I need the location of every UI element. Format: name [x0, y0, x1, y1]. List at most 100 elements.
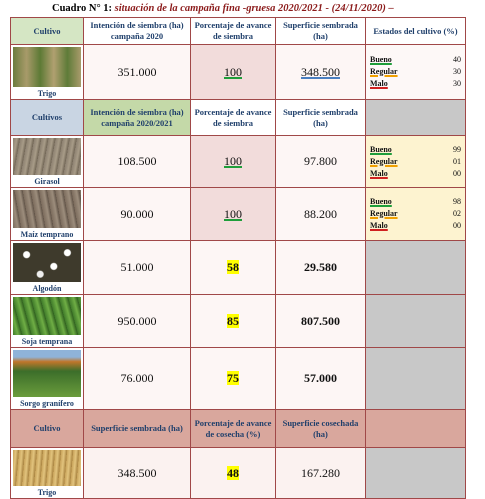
photo-image: [13, 47, 81, 87]
value-cell: 950.000: [83, 294, 191, 348]
value: 100: [224, 154, 242, 168]
state-row: Malo 00: [367, 220, 465, 232]
header-text: Superficie sembrada (ha): [283, 106, 358, 128]
value: 100: [224, 206, 242, 221]
crop-row: Girasol 108.500 100 97.800 Bueno 99 Regular 01 M…: [10, 135, 466, 188]
crop-photo: Trigo: [12, 449, 83, 498]
crop-cell: Sorgo granífero: [10, 347, 84, 410]
state-value: 30: [453, 67, 461, 76]
states-cell: [365, 447, 466, 499]
value-cell: 351.000: [83, 44, 191, 100]
crop-photo: Soja temprana: [12, 296, 83, 347]
header-cell: Porcentaje de avance de siembra: [190, 17, 276, 45]
crop-name: Trigo: [37, 89, 57, 98]
state-value: 40: [453, 55, 461, 64]
crop-row: Sorgo granífero 76.000 75 57.000: [10, 347, 466, 410]
crop-photo: Algodón: [12, 242, 83, 294]
crop-name: Algodón: [32, 284, 62, 293]
header-text: Superficie sembrada (ha): [91, 423, 183, 433]
value-cell: 90.000: [83, 187, 191, 241]
header-text: Cultivo: [33, 25, 61, 36]
value-cell: 348.500: [275, 44, 366, 100]
state-row: Bueno 98: [367, 196, 465, 208]
header-cell: [365, 99, 466, 136]
value: 57.000: [304, 371, 337, 385]
value-cell: 100: [190, 44, 276, 100]
value: 58: [227, 260, 239, 274]
value: 88.200: [304, 206, 337, 221]
crop-name: Maíz temprano: [20, 230, 74, 239]
header-cell: Superficie sembrada (ha): [275, 17, 366, 45]
value: 108.500: [117, 154, 157, 168]
crop-row: Trigo 348.500 48 167.280: [10, 447, 466, 499]
header-cell: Intención de siembra (ha) campaña 2020/2…: [83, 99, 191, 136]
photo-image: [13, 297, 81, 335]
crop-row: Trigo 351.000 100 348.500 Bueno 40 Regular 30 Ma…: [10, 44, 466, 100]
value: 950.000: [117, 313, 157, 328]
value-cell: 76.000: [83, 347, 191, 410]
crop-cell: Algodón: [10, 240, 84, 295]
photo-image: [13, 138, 81, 175]
crop-row: Soja temprana 950.000 85 807.500: [10, 294, 466, 348]
state-name: Regular: [370, 67, 398, 76]
photo-image: [13, 450, 81, 486]
header-text: Superficie sembrada (ha): [283, 20, 358, 41]
value-cell: 48: [190, 447, 276, 499]
state-value: 01: [453, 156, 461, 166]
crop-name: Trigo: [37, 488, 57, 497]
crop-photo: Maíz temprano: [12, 189, 83, 240]
value-cell: 29.580: [275, 240, 366, 295]
state-name: Malo: [370, 79, 388, 88]
value-cell: 167.280: [275, 447, 366, 499]
value: 48: [227, 465, 239, 480]
crop-photo: Girasol: [12, 137, 83, 187]
header-text: Cultivo: [33, 423, 61, 433]
value-cell: 88.200: [275, 187, 366, 241]
state-row: Regular 01: [367, 156, 465, 168]
header-cell: [365, 409, 466, 448]
header-cell: Porcentaje de avance de siembra: [190, 99, 276, 136]
header-cell: Superficie cosechada (ha): [275, 409, 366, 448]
header-text: Estados del cultivo (%): [373, 25, 458, 36]
crop-row: Algodón 51.000 58 29.580: [10, 240, 466, 295]
state-row: Bueno 99: [367, 144, 465, 156]
header-cell: Superficie sembrada (ha): [275, 99, 366, 136]
state-value: 02: [453, 209, 461, 218]
crop-cell: Girasol: [10, 135, 84, 188]
value-cell: 51.000: [83, 240, 191, 295]
state-row: Malo 00: [367, 168, 465, 180]
state-name: Regular: [370, 156, 398, 166]
value: 807.500: [301, 313, 340, 328]
title: Cuadro N° 1: situación de la campaña fin…: [52, 3, 394, 14]
states-cell: Bueno 98 Regular 02 Malo 00: [365, 187, 466, 241]
header-row: Cultivo Intención de siembra (ha) campaña…: [10, 17, 466, 45]
crop-row: Maíz temprano 90.000 100 88.200 Bueno 98 Regul…: [10, 187, 466, 241]
header-text: Porcentaje de avance de siembra: [194, 106, 272, 128]
states-cell: Bueno 40 Regular 30 Malo 30: [365, 44, 466, 100]
value: 76.000: [120, 371, 154, 385]
photo-image: [13, 243, 81, 282]
value-cell: 348.500: [83, 447, 191, 499]
header-text: Porcentaje de avance de siembra: [194, 20, 272, 41]
header-cell: Superficie sembrada (ha): [83, 409, 191, 448]
state-row: Regular 02: [367, 208, 465, 220]
state-name: Bueno: [370, 55, 392, 64]
value-cell: 58: [190, 240, 276, 295]
header-text: Intención de siembra (ha) campaña 2020: [90, 20, 184, 41]
value: 97.800: [304, 154, 337, 168]
state-name: Regular: [370, 209, 398, 218]
states-cell: Bueno 99 Regular 01 Malo 00: [365, 135, 466, 188]
state-name: Bueno: [370, 197, 392, 206]
states-cell: [365, 347, 466, 410]
state-name: Malo: [370, 168, 388, 178]
crop-name: Sorgo granífero: [20, 399, 74, 408]
state-row: Bueno 40: [367, 54, 465, 66]
crop-photo: Sorgo granífero: [12, 349, 83, 409]
header-cell: Cultivo: [10, 409, 84, 448]
state-value: 00: [453, 221, 461, 230]
header-text: Cultivos: [31, 112, 63, 122]
crop-cell: Trigo: [10, 447, 84, 499]
value-cell: 75: [190, 347, 276, 410]
state-name: Malo: [370, 221, 388, 230]
value: 75: [227, 371, 239, 385]
